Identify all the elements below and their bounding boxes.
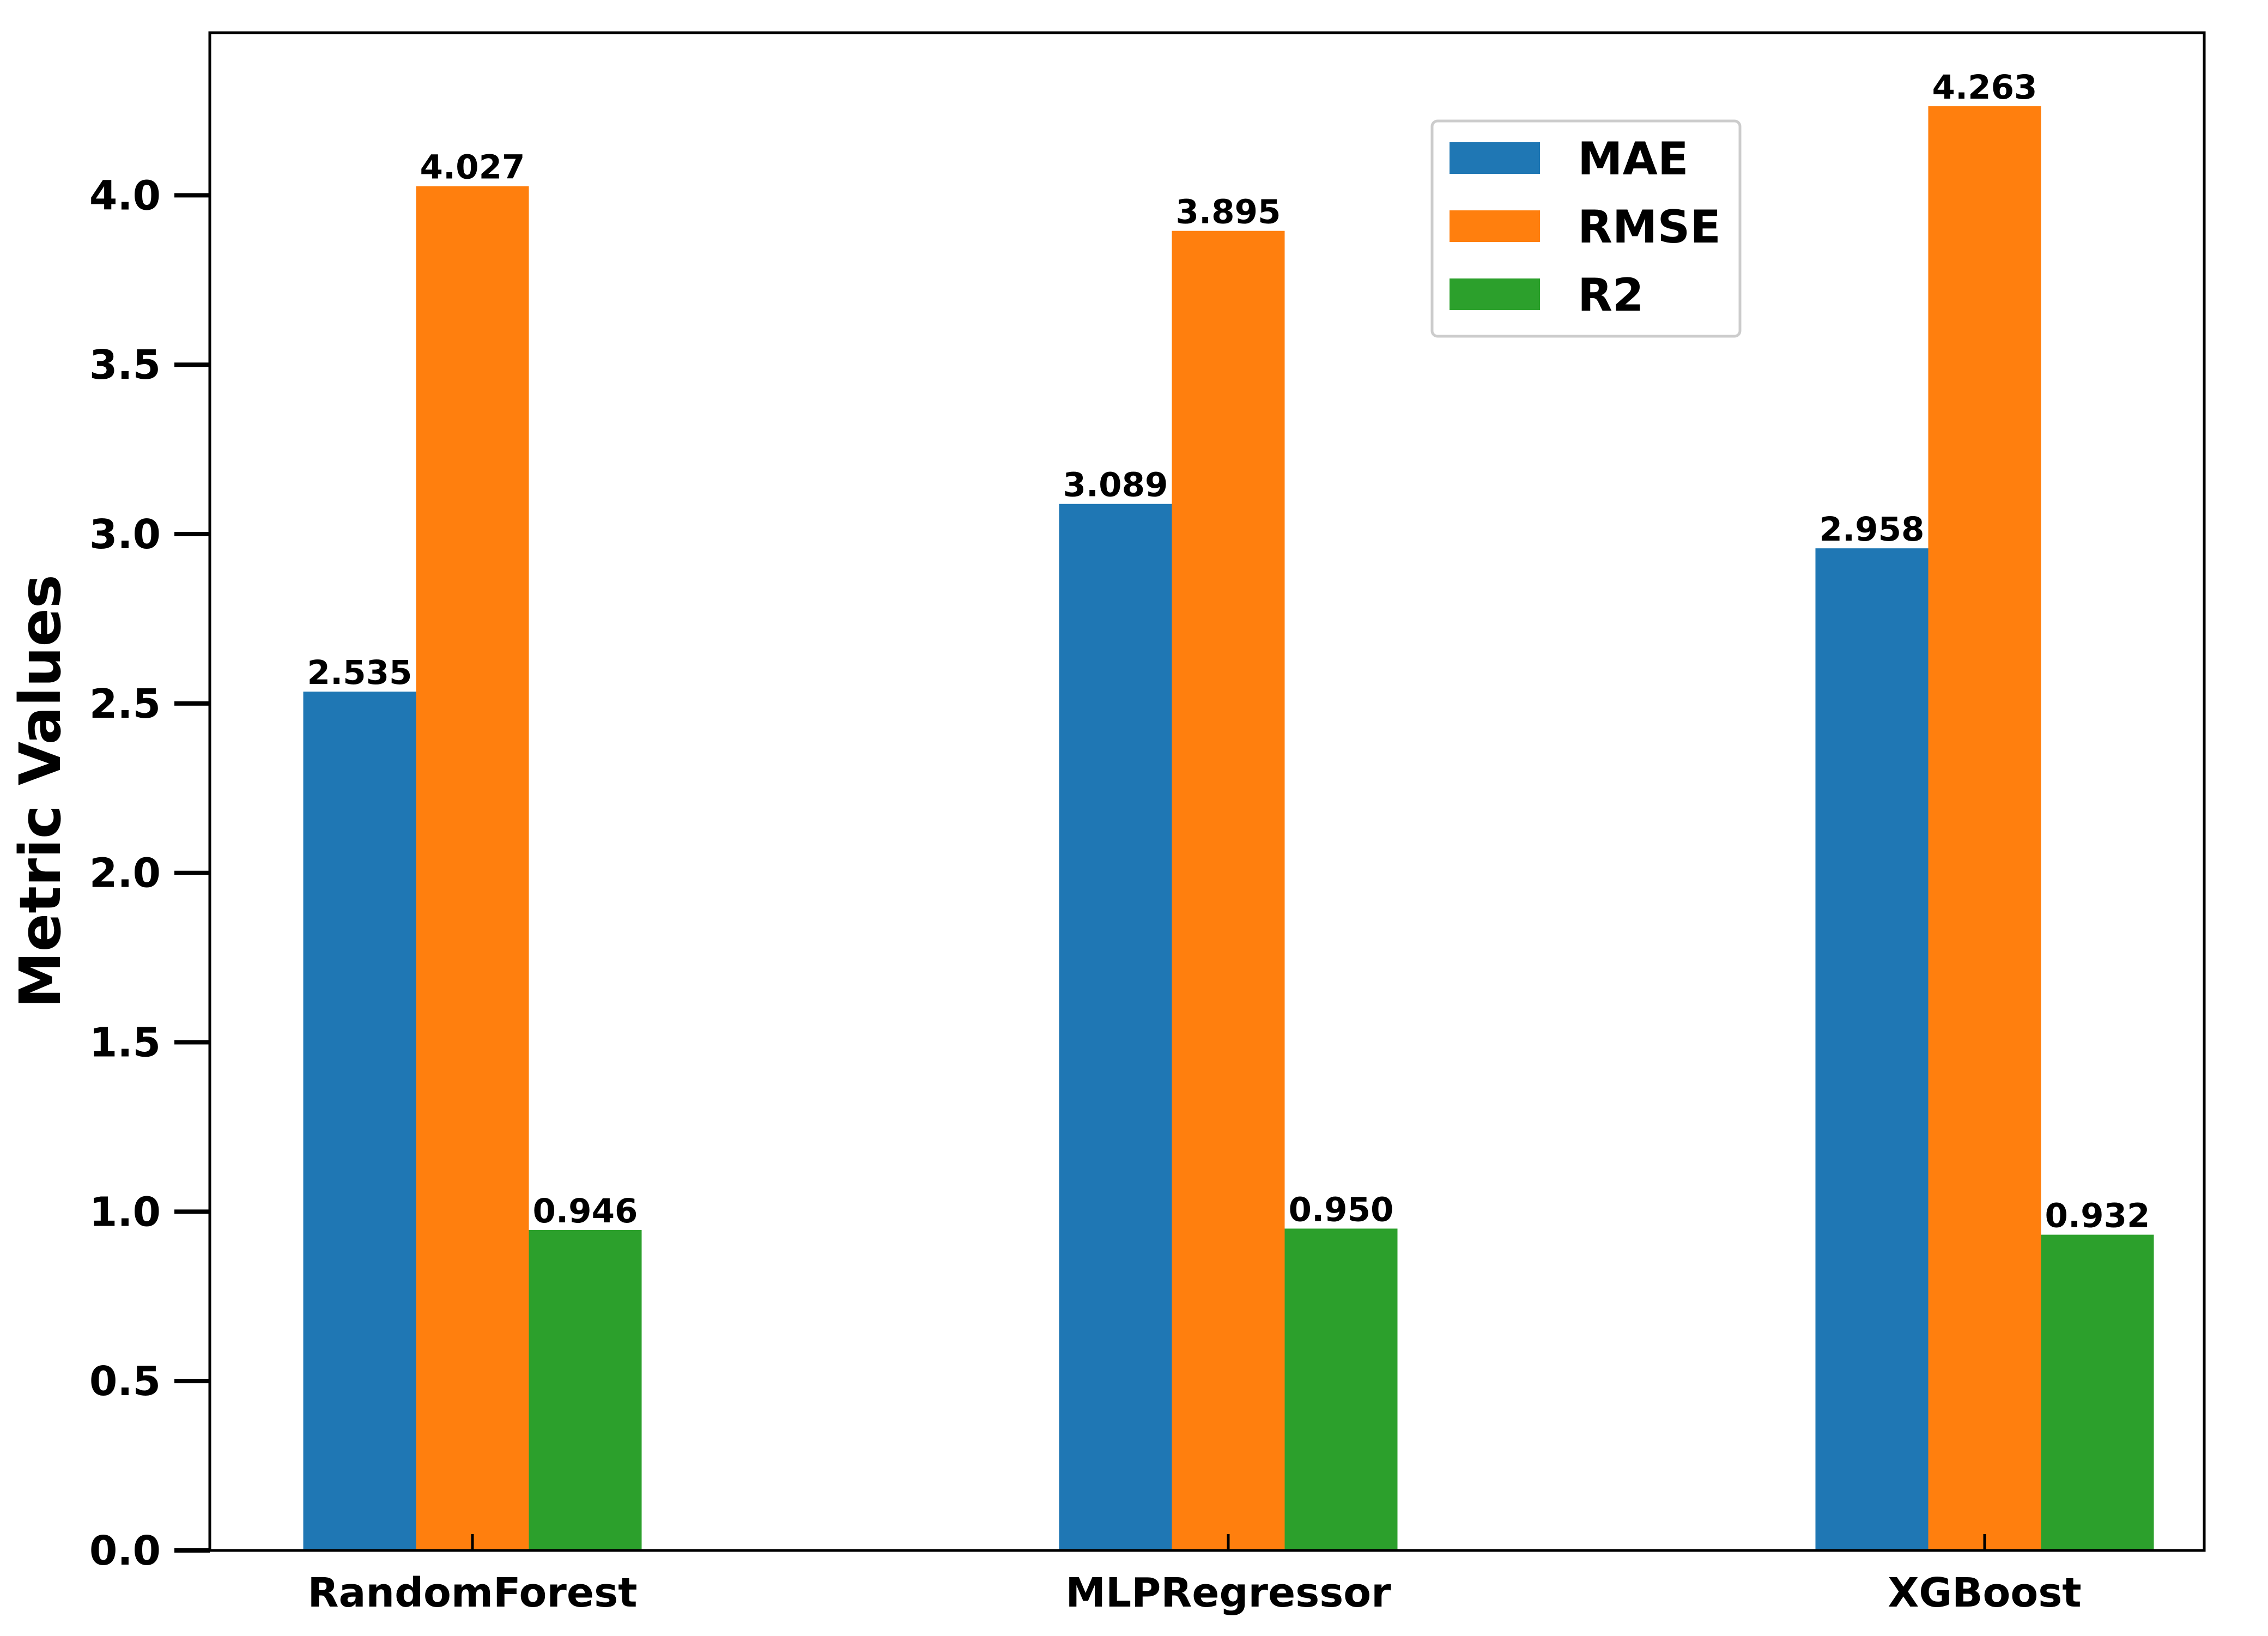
y-tick-label: 2.5 bbox=[89, 681, 161, 728]
x-tick-label: MLPRegressor bbox=[1065, 1570, 1391, 1616]
legend-label-mae: MAE bbox=[1578, 132, 1689, 185]
x-tick-label: RandomForest bbox=[307, 1570, 637, 1616]
y-tick-label: 3.0 bbox=[89, 511, 161, 558]
legend-items: MAE RMSE R2 bbox=[1450, 132, 1721, 322]
plot-frame bbox=[208, 31, 2206, 1552]
y-tick-label: 2.0 bbox=[89, 850, 161, 897]
y-tick-label: 3.5 bbox=[89, 342, 161, 389]
legend-swatch-rmse bbox=[1450, 210, 1540, 242]
y-tick-label: 4.0 bbox=[89, 172, 161, 219]
y-tick-label: 0.5 bbox=[89, 1358, 161, 1405]
x-tick-label: XGBoost bbox=[1888, 1570, 2081, 1616]
y-axis: 0.0 0.5 1.0 1.5 2.0 2.5 3.0 3.5 4.0 bbox=[89, 172, 210, 1574]
legend-label-r2: R2 bbox=[1578, 269, 1644, 322]
bar-value-label: 2.535 bbox=[307, 653, 413, 692]
y-tick-label: 1.5 bbox=[89, 1020, 161, 1067]
bar-value-label: 0.946 bbox=[533, 1192, 638, 1231]
y-tick-label: 1.0 bbox=[89, 1189, 161, 1235]
bar-rmse-mlpregressor bbox=[1172, 231, 1285, 1551]
bar-r2-randomforest bbox=[529, 1229, 642, 1550]
x-axis: RandomForest MLPRegressor XGBoost bbox=[307, 1534, 2082, 1616]
legend: MAE RMSE R2 bbox=[1430, 119, 1742, 338]
y-tick-label: 0.0 bbox=[89, 1528, 161, 1574]
bar-mae-mlpregressor bbox=[1059, 504, 1172, 1550]
legend-swatch-r2 bbox=[1450, 278, 1540, 310]
y-axis-title: Metric Values bbox=[7, 574, 74, 1008]
legend-swatch-mae bbox=[1450, 142, 1540, 174]
bar-r2-xgboost bbox=[2041, 1234, 2154, 1550]
bar-value-label: 4.263 bbox=[1932, 68, 2037, 107]
bar-value-label: 3.895 bbox=[1176, 193, 1281, 232]
bar-value-label: 3.089 bbox=[1063, 466, 1168, 505]
legend-label-rmse: RMSE bbox=[1578, 201, 1721, 253]
bar-value-label: 2.958 bbox=[1820, 510, 1925, 549]
bar-r2-mlpregressor bbox=[1284, 1228, 1398, 1550]
bar-labels-layer: 2.535 3.089 2.958 4.027 3.895 4.263 0.946 0.950… bbox=[307, 68, 2150, 1235]
bar-mae-randomforest bbox=[303, 692, 416, 1550]
bar-value-label: 0.950 bbox=[1289, 1190, 1394, 1229]
bar-mae-xgboost bbox=[1815, 548, 1929, 1550]
bar-value-label: 0.932 bbox=[2045, 1197, 2150, 1235]
bar-value-label: 4.027 bbox=[420, 148, 525, 187]
bars-layer bbox=[303, 106, 2154, 1551]
bar-rmse-xgboost bbox=[1928, 106, 2041, 1550]
bar-rmse-randomforest bbox=[416, 186, 529, 1551]
